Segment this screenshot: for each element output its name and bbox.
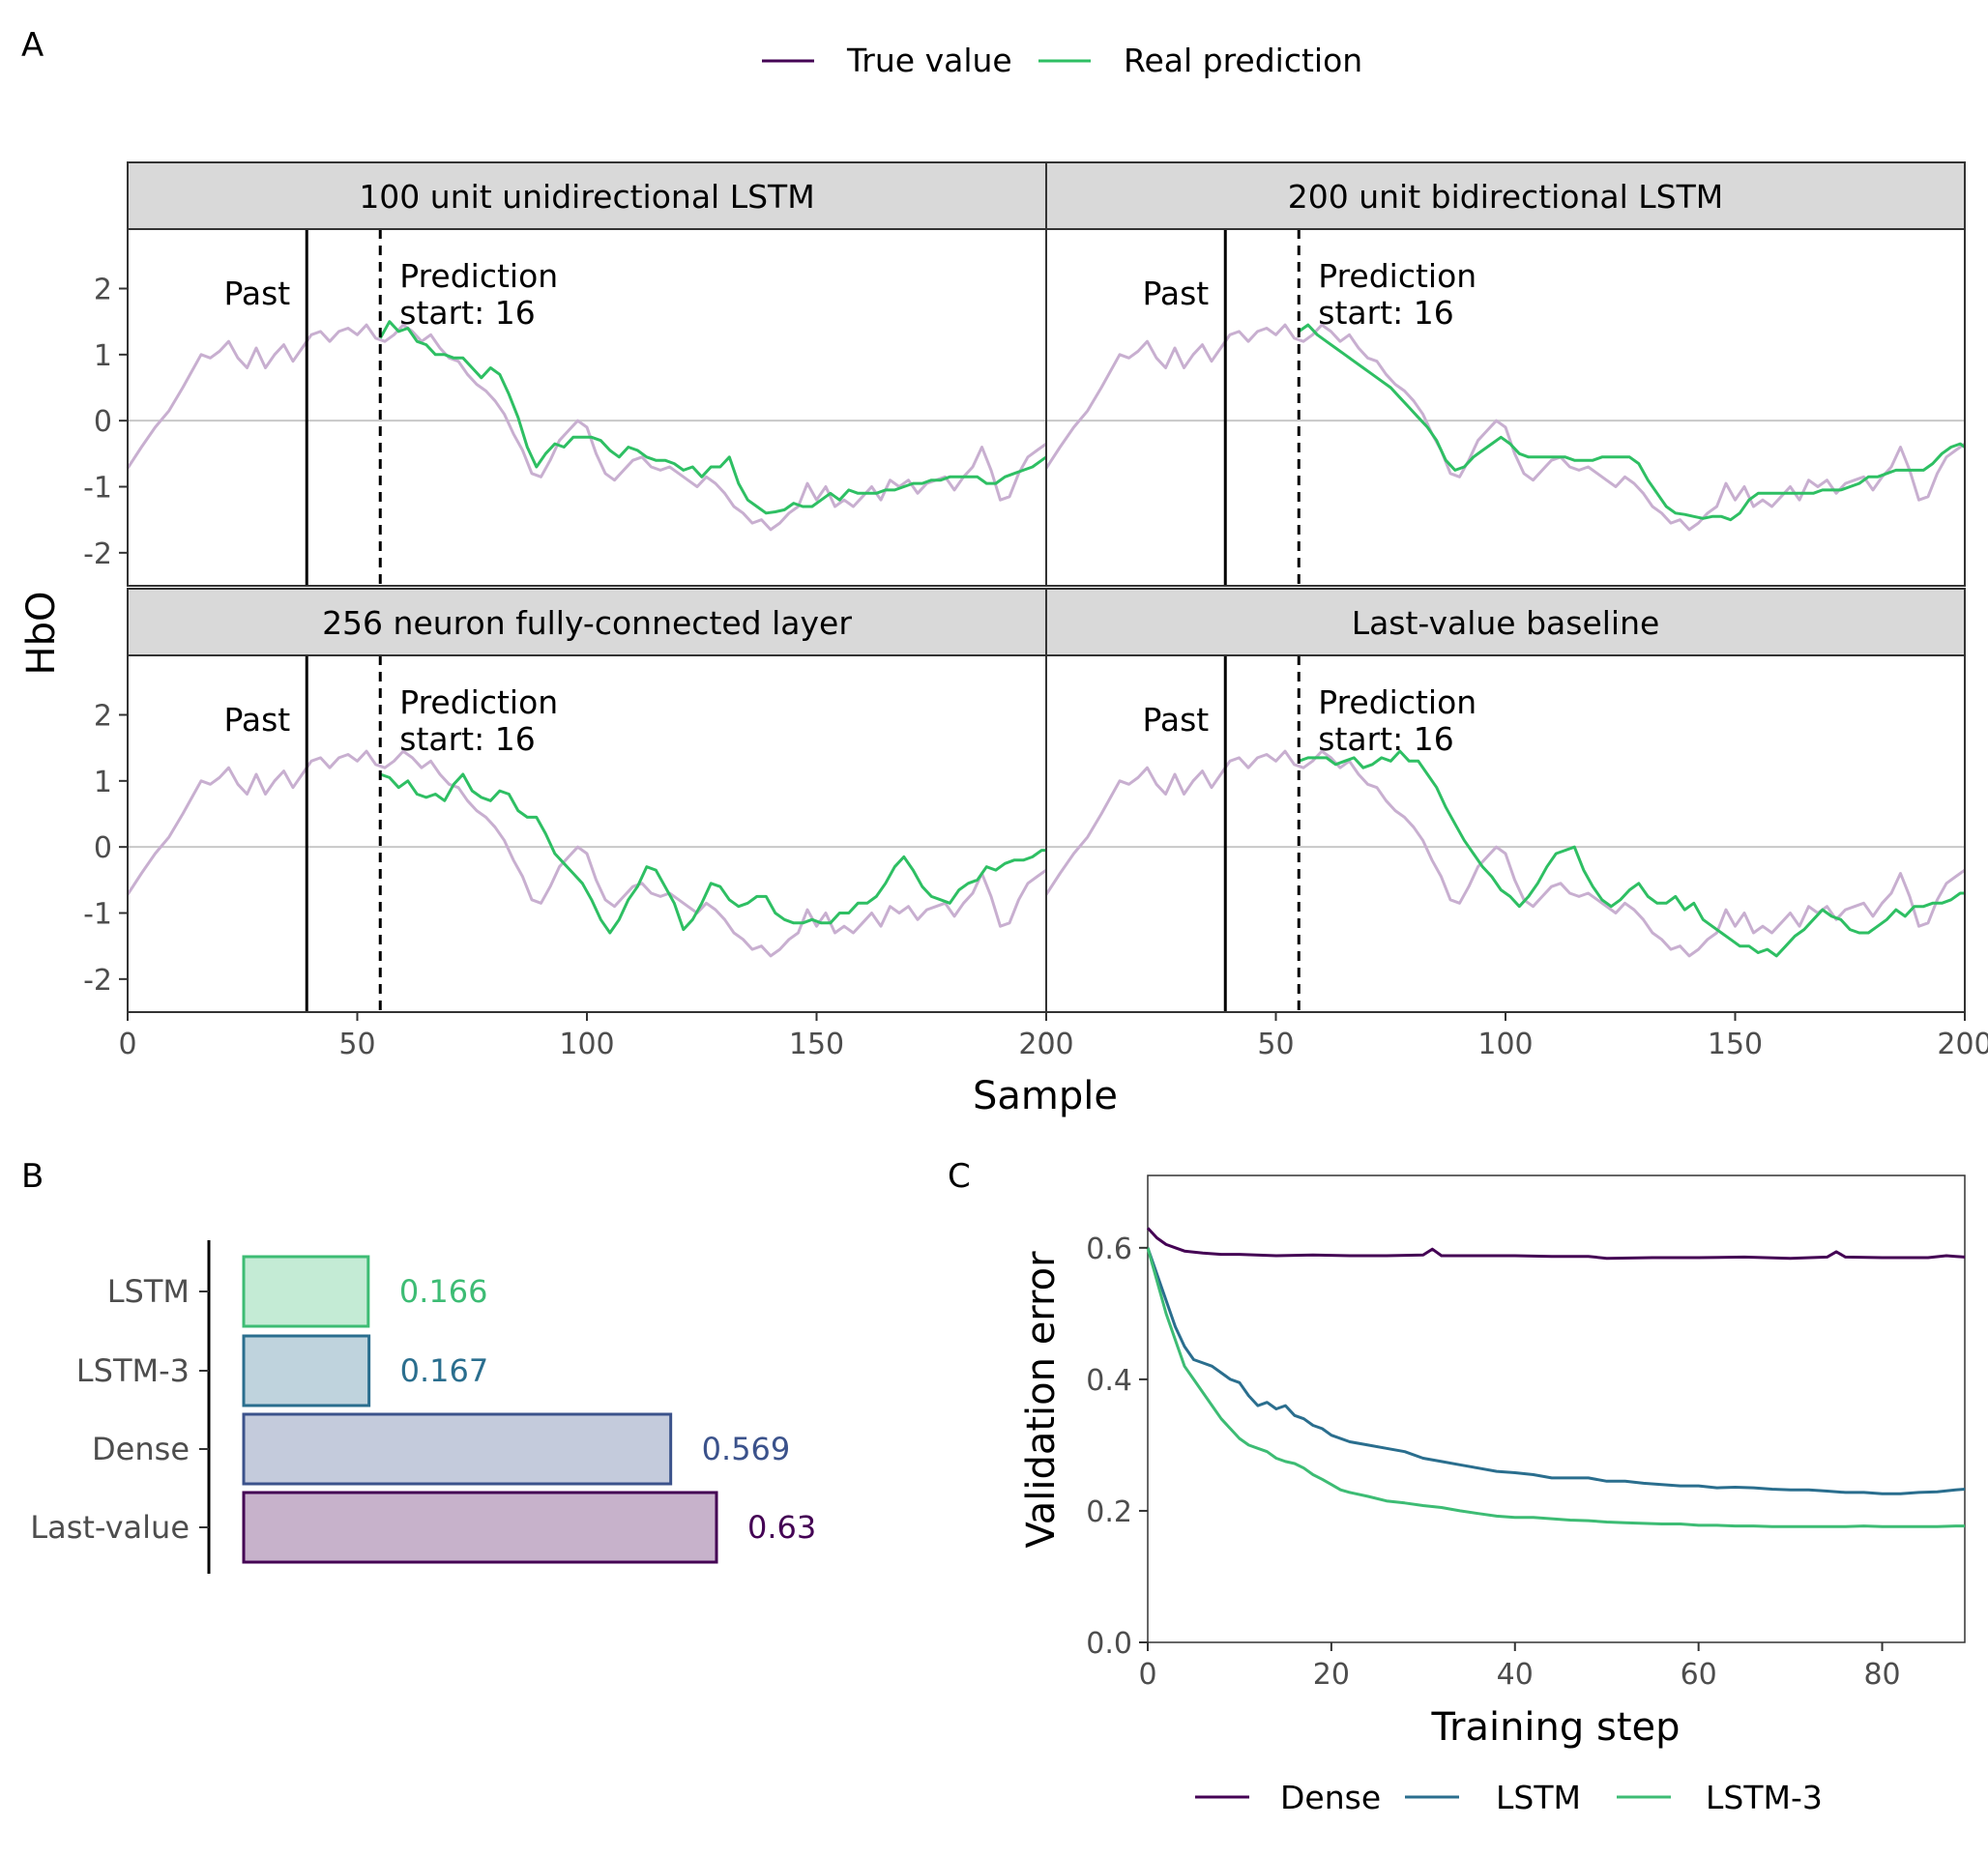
annotation-past: Past xyxy=(223,701,290,739)
value-label: 0.166 xyxy=(399,1273,488,1310)
value-label: 0.569 xyxy=(702,1431,791,1467)
y-tick-label: -2 xyxy=(83,964,112,998)
y-tick-label: 0 xyxy=(94,831,112,865)
facet-panel: 200 unit bidirectional LSTM Past Predictio… xyxy=(1044,161,1966,587)
facet-strip xyxy=(1045,588,1966,656)
category-label: Dense xyxy=(92,1431,190,1467)
annotation-prediction: Prediction xyxy=(1318,257,1476,295)
y-tick-label: 0.6 xyxy=(1086,1232,1132,1266)
facet-panel: 256 neuron fully-connected layer Past Pred… xyxy=(83,588,1074,1061)
x-tick-label: 100 xyxy=(1477,1028,1533,1061)
x-tick-label: 80 xyxy=(1863,1658,1900,1692)
y-tick-label: 0 xyxy=(94,405,112,439)
facet-title: 256 neuron fully-connected layer xyxy=(322,604,852,642)
facet-title: 200 unit bidirectional LSTM xyxy=(1288,178,1723,216)
category-label: LSTM-3 xyxy=(76,1352,190,1389)
y-tick-label: 0.0 xyxy=(1086,1627,1132,1661)
x-tick-label: 0 xyxy=(1037,1028,1055,1061)
series-line-lstm xyxy=(1146,1247,1966,1495)
y-tick-label: -1 xyxy=(83,472,112,506)
annotation-start: start: 16 xyxy=(1318,294,1453,332)
legend-lstm3-label: LSTM-3 xyxy=(1706,1779,1823,1816)
facet-grid: 100 unit unidirectional LSTM Past Predicti… xyxy=(83,161,1988,1061)
annotation-start: start: 16 xyxy=(399,294,535,332)
annotation-prediction: Prediction xyxy=(1318,683,1476,721)
panel-c-line-chart: Validation error Training step 0.0 0.2 0.4… xyxy=(1019,1174,1966,1750)
y-tick-label: -2 xyxy=(83,537,112,571)
annotation-prediction: Prediction xyxy=(399,683,558,721)
bar xyxy=(242,1255,370,1328)
y-tick-label: 0.2 xyxy=(1086,1495,1132,1529)
legend-true-value-label: True value xyxy=(846,42,1012,79)
value-label: 0.167 xyxy=(400,1352,489,1389)
facet-strip xyxy=(1045,161,1966,230)
panel-a-y-axis-title: HbO xyxy=(19,592,64,676)
facet-strip xyxy=(127,161,1047,230)
series-line-lstm-3 xyxy=(1146,1247,1965,1528)
y-tick-label: 2 xyxy=(94,274,112,307)
y-tick-label: 1 xyxy=(94,766,112,799)
annotation-past: Past xyxy=(223,275,290,312)
true-value-line xyxy=(1044,323,1966,532)
prediction-line xyxy=(1298,323,1966,522)
annotation-past: Past xyxy=(1142,275,1209,312)
y-tick-label: 1 xyxy=(94,339,112,373)
x-tick-label: 50 xyxy=(1257,1028,1294,1061)
x-tick-label: 20 xyxy=(1313,1658,1350,1692)
category-label: LSTM xyxy=(107,1273,190,1310)
legend-lstm-label: LSTM xyxy=(1496,1779,1581,1816)
facet-panel: Last-value baseline Past Predictionstart: … xyxy=(1037,588,1988,1061)
x-tick-label: 0 xyxy=(118,1028,136,1061)
x-tick-label: 150 xyxy=(1708,1028,1763,1061)
panel-c-plot-frame xyxy=(1147,1174,1966,1643)
bar xyxy=(242,1491,718,1564)
x-tick-label: 150 xyxy=(789,1028,844,1061)
panel-label-c: C xyxy=(948,1157,971,1196)
annotation-prediction: Prediction xyxy=(399,257,558,295)
facet-plot-frame xyxy=(1045,228,1966,587)
x-tick-label: 100 xyxy=(559,1028,614,1061)
prediction-line xyxy=(379,772,1046,935)
category-label: Last-value xyxy=(30,1509,190,1546)
facet-title: 100 unit unidirectional LSTM xyxy=(359,178,814,216)
annotation-start: start: 16 xyxy=(1318,720,1453,758)
bar xyxy=(242,1334,371,1407)
value-label: 0.63 xyxy=(747,1509,816,1546)
x-tick-label: 200 xyxy=(1937,1028,1988,1061)
legend-real-prediction-label: Real prediction xyxy=(1124,42,1362,79)
series-line-dense xyxy=(1146,1227,1966,1261)
prediction-line xyxy=(1298,749,1965,958)
panel-label-a: A xyxy=(21,26,44,65)
panel-a-x-axis-title: Sample xyxy=(973,1074,1118,1118)
panel-label-b: B xyxy=(21,1157,44,1196)
true-value-line xyxy=(126,323,1047,532)
panel-c-y-axis-title: Validation error xyxy=(1019,1251,1064,1549)
prediction-line xyxy=(378,320,1047,515)
facet-title: Last-value baseline xyxy=(1352,604,1660,642)
x-tick-label: 40 xyxy=(1497,1658,1534,1692)
legend-dense-label: Dense xyxy=(1280,1779,1381,1816)
x-tick-label: 50 xyxy=(338,1028,375,1061)
true-value-line xyxy=(1044,749,1966,958)
x-tick-label: 200 xyxy=(1018,1028,1073,1061)
panel-b-bar-chart: LSTM 0.166 LSTM-3 0.167 Dense 0.569 Last-value… xyxy=(30,1240,816,1574)
legend-a: True value Real prediction xyxy=(762,42,1362,79)
x-tick-label: 0 xyxy=(1138,1658,1156,1692)
bar xyxy=(242,1412,673,1486)
y-tick-label: 2 xyxy=(94,700,112,734)
true-value-line xyxy=(126,749,1047,958)
legend-c: Dense LSTM LSTM-3 xyxy=(1195,1779,1823,1816)
x-tick-label: 60 xyxy=(1681,1658,1717,1692)
y-tick-label: 0.4 xyxy=(1086,1364,1132,1398)
y-tick-label: -1 xyxy=(83,898,112,932)
annotation-start: start: 16 xyxy=(399,720,535,758)
facet-panel: 100 unit unidirectional LSTM Past Predicti… xyxy=(83,161,1047,587)
annotation-past: Past xyxy=(1142,701,1209,739)
panel-c-x-axis-title: Training step xyxy=(1430,1705,1680,1750)
facet-strip xyxy=(127,588,1047,656)
